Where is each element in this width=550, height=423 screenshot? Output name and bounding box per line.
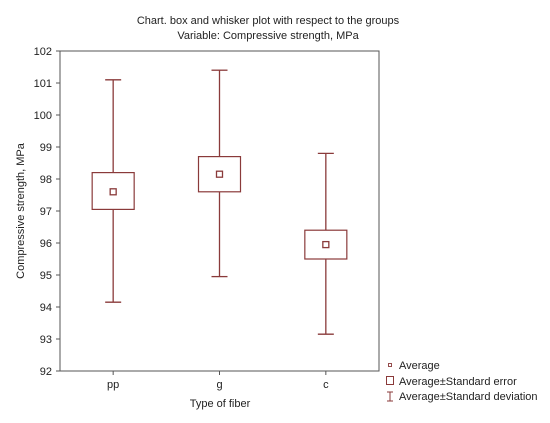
- x-tick-label: g: [216, 379, 222, 391]
- x-tick-label: pp: [107, 379, 119, 391]
- mean-marker: [215, 170, 224, 178]
- x-axis: pp g c: [107, 371, 329, 391]
- y-tick-label: 98: [40, 174, 52, 186]
- legend-entry-average: Average: [399, 360, 440, 372]
- chart-title: Chart. box and whisker plot with respect…: [137, 15, 400, 27]
- legend: Average Average±Standard error Average±S…: [386, 360, 538, 403]
- x-tick-label: c: [323, 379, 329, 391]
- chart-subtitle: Variable: Compressive strength, MPa: [177, 30, 359, 42]
- legend-box-icon: [386, 376, 394, 385]
- y-tick-label: 94: [40, 302, 52, 314]
- y-tick-label: 93: [40, 334, 52, 346]
- legend-entry-standard-error: Average±Standard error: [399, 376, 517, 388]
- y-axis-label: Compressive strength, MPa: [15, 142, 27, 279]
- box-group-pp: [91, 79, 135, 303]
- mean-marker: [109, 188, 117, 196]
- x-axis-label: Type of fiber: [190, 398, 251, 410]
- legend-whisker-icon: [387, 391, 393, 402]
- y-tick-label: 92: [40, 366, 52, 378]
- y-tick-label: 95: [40, 270, 52, 282]
- y-axis: 92 93 94 95 96 97 98 99 100 101 102: [34, 46, 60, 378]
- y-tick-label: 101: [34, 78, 52, 90]
- box-group-g: [197, 69, 242, 278]
- y-tick-label: 100: [34, 110, 52, 122]
- y-tick-label: 102: [34, 46, 52, 58]
- y-tick-label: 97: [40, 206, 52, 218]
- legend-entry-standard-deviation: Average±Standard deviation: [399, 391, 538, 403]
- box-series: [91, 69, 348, 335]
- box-group-c: [304, 152, 348, 335]
- y-tick-label: 99: [40, 142, 52, 154]
- legend-mean-icon: [388, 363, 392, 367]
- mean-marker: [322, 240, 330, 249]
- y-tick-label: 96: [40, 238, 52, 250]
